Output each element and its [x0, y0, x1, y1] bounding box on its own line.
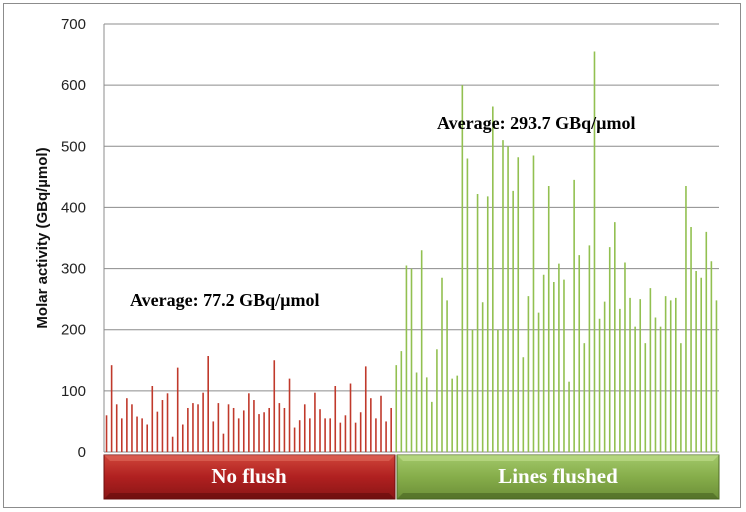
y-tick-label: 300 — [61, 261, 86, 278]
group-label-lines-flushed: Lines flushed — [498, 464, 618, 488]
y-tick-label: 100 — [61, 383, 86, 400]
group-box-no-flush: No flush — [103, 454, 396, 500]
chart-frame — [3, 3, 741, 508]
annotation-no-flush-average: Average: 77.2 GBq/µmol — [130, 290, 320, 310]
y-axis-ticks: 0 100 200 300 400 500 600 700 — [61, 16, 86, 461]
y-tick-label: 400 — [61, 199, 86, 216]
y-tick-label: 600 — [61, 77, 86, 94]
group-box-lines-flushed: Lines flushed — [396, 454, 720, 500]
gridlines — [103, 23, 719, 453]
annotation-flushed-average: Average: 293.7 GBq/µmol — [437, 113, 636, 133]
y-tick-label: 200 — [61, 322, 86, 339]
y-tick-label: 500 — [61, 138, 86, 155]
bars — [105, 51, 718, 452]
y-tick-label: 700 — [61, 16, 86, 33]
group-label-no-flush: No flush — [211, 464, 287, 488]
y-tick-label: 0 — [78, 444, 86, 461]
y-axis-title: Molar activity (GBq/µmol) — [34, 147, 51, 328]
